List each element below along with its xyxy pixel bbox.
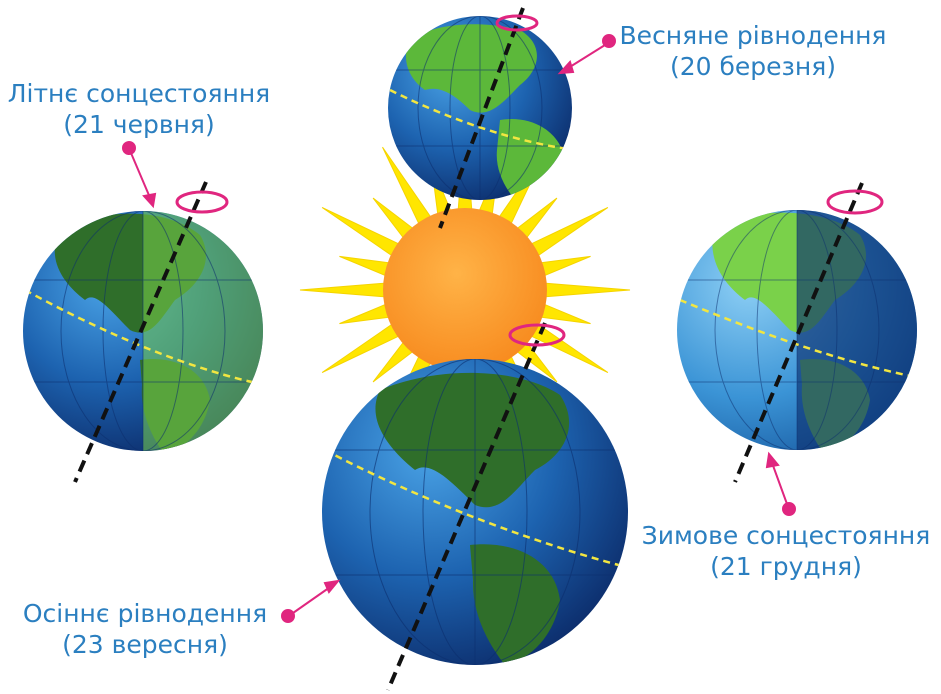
- spring-title: Весняне рівнодення: [619, 21, 887, 50]
- sun-ray: [339, 255, 393, 278]
- earth-globe-spring: [388, 7, 572, 229]
- autumn-date: (23 вересня): [62, 630, 228, 659]
- rotation-arrow-icon: [175, 190, 229, 214]
- rotation-arrow-icon: [826, 189, 884, 215]
- rotation-arrow-icon: [508, 323, 566, 347]
- earth-globe-winter: [677, 182, 917, 483]
- label-winter-solstice: Зимове сонцестояння (21 грудня): [636, 520, 936, 582]
- autumn-title: Осіннє рівнодення: [22, 599, 268, 628]
- sun-ray: [542, 282, 631, 298]
- winter-title: Зимове сонцестояння: [641, 521, 931, 550]
- pointer-dot-icon: [122, 34, 796, 623]
- winter-date: (21 грудня): [710, 552, 862, 581]
- sun-ray: [339, 302, 393, 325]
- label-summer-solstice: Літнє сонцестояння (21 червня): [4, 78, 274, 140]
- label-autumn-equinox: Осіннє рівнодення (23 вересня): [10, 598, 280, 660]
- rotation-arrow-icon: [495, 14, 539, 32]
- label-spring-equinox: Весняне рівнодення (20 березня): [614, 20, 892, 82]
- earth-globe-autumn: [322, 322, 628, 691]
- spring-date: (20 березня): [670, 52, 836, 81]
- earth-globe-summer: [23, 181, 263, 483]
- sun-ray: [299, 282, 388, 298]
- sun-ray: [537, 302, 591, 325]
- summer-title: Літнє сонцестояння: [7, 79, 271, 108]
- sun-ray: [537, 255, 591, 278]
- summer-date: (21 червня): [63, 110, 215, 139]
